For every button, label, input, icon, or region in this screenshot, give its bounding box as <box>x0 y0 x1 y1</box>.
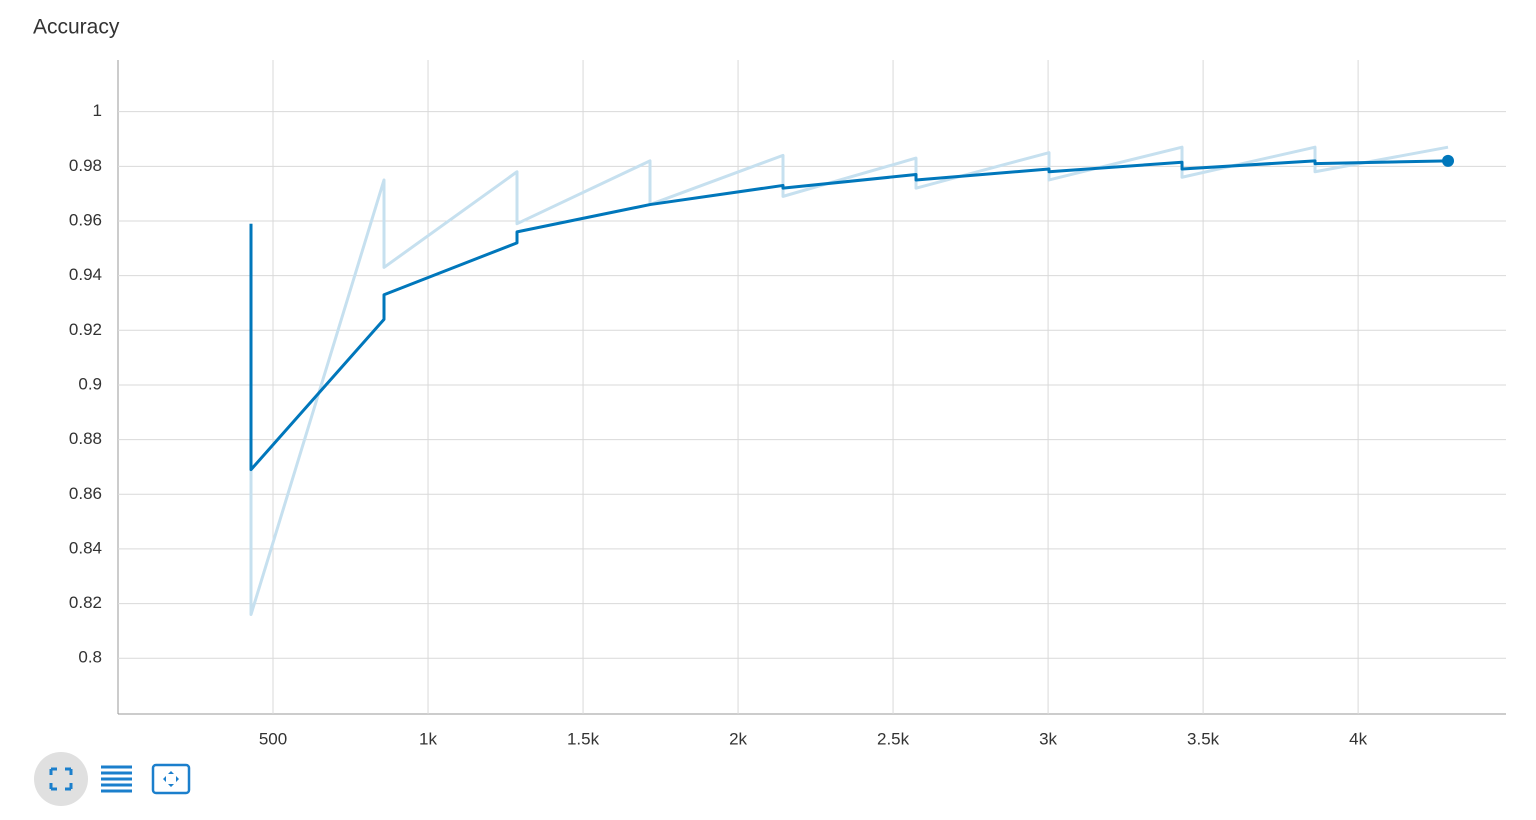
fullscreen-icon <box>49 767 73 791</box>
x-tick-label: 1k <box>419 729 437 748</box>
chart-title: Accuracy <box>33 16 120 39</box>
y-tick-label: 0.82 <box>69 593 102 612</box>
x-tick-label: 3k <box>1039 729 1057 748</box>
fit-domain-button[interactable] <box>151 763 191 795</box>
toggle-log-button[interactable] <box>101 765 132 793</box>
y-tick-label: 0.8 <box>78 648 102 667</box>
toolbar <box>34 752 191 806</box>
y-tick-label: 0.9 <box>78 374 102 393</box>
x-tick-label: 3.5k <box>1187 729 1220 748</box>
y-tick-label: 0.88 <box>69 429 102 448</box>
x-tick-label: 2.5k <box>877 729 910 748</box>
fit-arrows <box>163 771 179 787</box>
y-tick-label: 0.92 <box>69 320 102 339</box>
series-line <box>249 145 1449 617</box>
series-line <box>249 159 1449 472</box>
x-tick-label: 1.5k <box>567 729 600 748</box>
fullscreen-button[interactable] <box>34 752 88 806</box>
y-tick-label: 0.94 <box>69 265 102 284</box>
x-tick-label: 4k <box>1349 729 1367 748</box>
y-tick-label: 0.98 <box>69 156 102 175</box>
x-tick-label: 2k <box>729 729 747 748</box>
x-tick-label: 500 <box>259 729 287 748</box>
lines-icon <box>101 765 132 793</box>
y-tick-label: 0.96 <box>69 210 102 229</box>
last-point <box>1442 154 1455 167</box>
y-tick-label: 0.86 <box>69 484 102 503</box>
y-tick-label: 0.84 <box>69 538 102 557</box>
y-tick-label: 1 <box>93 101 102 120</box>
fit-icon <box>151 763 191 795</box>
